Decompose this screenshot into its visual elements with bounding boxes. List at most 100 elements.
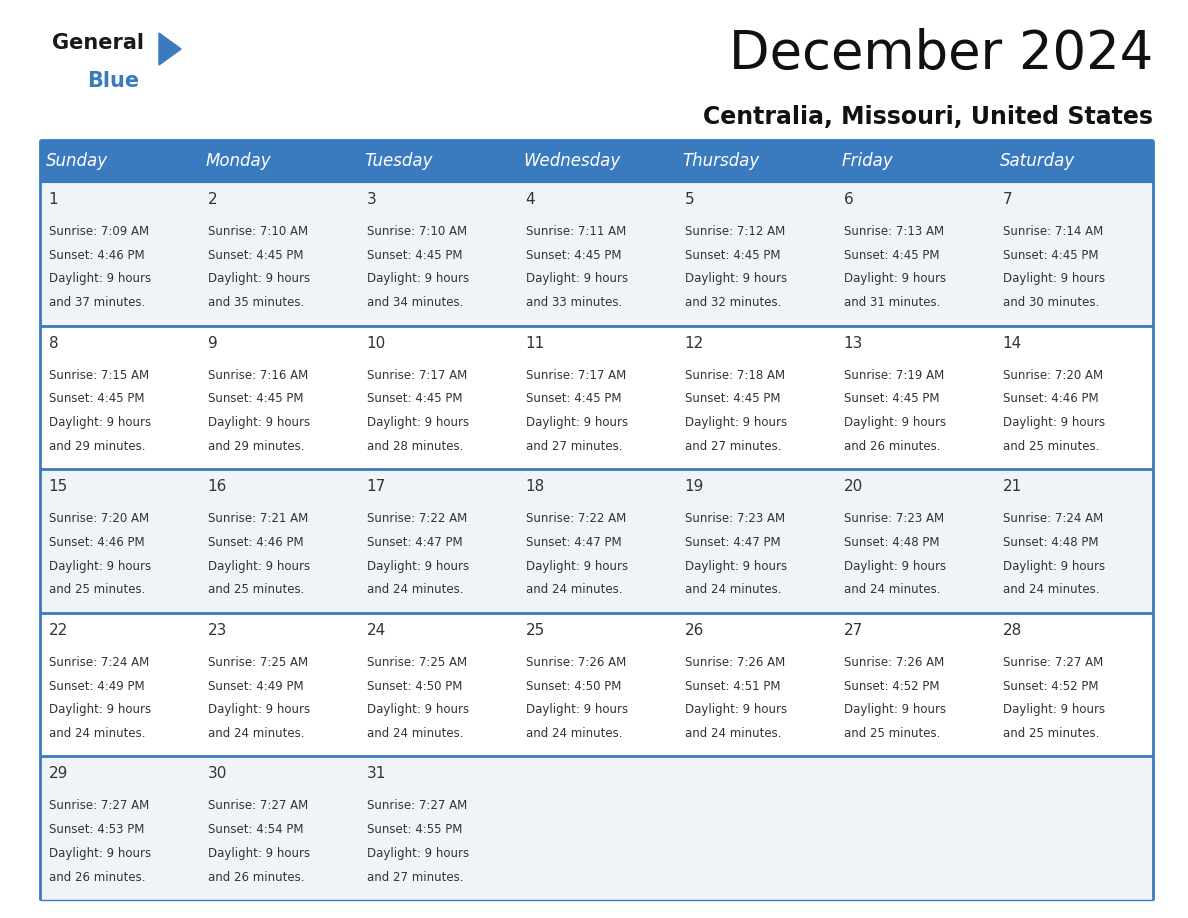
Text: 28: 28: [1003, 622, 1022, 638]
Text: Sunset: 4:50 PM: Sunset: 4:50 PM: [367, 679, 462, 692]
Text: Sunset: 4:48 PM: Sunset: 4:48 PM: [843, 536, 940, 549]
Text: and 32 minutes.: and 32 minutes.: [684, 297, 782, 309]
Text: and 29 minutes.: and 29 minutes.: [208, 440, 304, 453]
Bar: [358, 469, 517, 613]
Text: 27: 27: [843, 622, 862, 638]
Text: Sunset: 4:49 PM: Sunset: 4:49 PM: [208, 679, 303, 692]
Text: Sunset: 4:45 PM: Sunset: 4:45 PM: [526, 392, 621, 406]
Text: 1: 1: [49, 192, 58, 207]
Text: Sunset: 4:45 PM: Sunset: 4:45 PM: [49, 392, 144, 406]
Text: and 34 minutes.: and 34 minutes.: [367, 297, 463, 309]
Text: Sunrise: 7:23 AM: Sunrise: 7:23 AM: [843, 512, 944, 525]
Bar: [835, 326, 994, 469]
Text: 10: 10: [367, 336, 386, 351]
Text: Sunrise: 7:27 AM: Sunrise: 7:27 AM: [208, 800, 308, 812]
Text: 2: 2: [208, 192, 217, 207]
Text: Daylight: 9 hours: Daylight: 9 hours: [684, 273, 786, 285]
Text: and 26 minutes.: and 26 minutes.: [843, 440, 940, 453]
Text: Sunset: 4:45 PM: Sunset: 4:45 PM: [208, 249, 303, 262]
Bar: [676, 469, 835, 613]
Text: Daylight: 9 hours: Daylight: 9 hours: [1003, 273, 1105, 285]
Bar: [517, 756, 676, 900]
Text: and 24 minutes.: and 24 minutes.: [367, 727, 463, 740]
Text: 17: 17: [367, 479, 386, 494]
Text: 11: 11: [526, 336, 545, 351]
Text: Sunday: Sunday: [46, 152, 108, 170]
Text: Sunset: 4:51 PM: Sunset: 4:51 PM: [684, 679, 781, 692]
Text: Daylight: 9 hours: Daylight: 9 hours: [208, 560, 310, 573]
Text: Daylight: 9 hours: Daylight: 9 hours: [49, 273, 151, 285]
Text: Saturday: Saturday: [1000, 152, 1075, 170]
Text: Tuesday: Tuesday: [365, 152, 432, 170]
Text: and 24 minutes.: and 24 minutes.: [367, 583, 463, 597]
Bar: [994, 326, 1154, 469]
Text: Daylight: 9 hours: Daylight: 9 hours: [367, 847, 469, 860]
Text: Daylight: 9 hours: Daylight: 9 hours: [1003, 416, 1105, 429]
Text: and 24 minutes.: and 24 minutes.: [684, 583, 782, 597]
Text: Daylight: 9 hours: Daylight: 9 hours: [49, 703, 151, 716]
Text: Monday: Monday: [206, 152, 271, 170]
Text: 5: 5: [684, 192, 694, 207]
Bar: [835, 469, 994, 613]
Text: Daylight: 9 hours: Daylight: 9 hours: [49, 416, 151, 429]
Bar: [200, 469, 358, 613]
Text: Daylight: 9 hours: Daylight: 9 hours: [843, 273, 946, 285]
Text: Sunset: 4:55 PM: Sunset: 4:55 PM: [367, 823, 462, 836]
Bar: [200, 326, 358, 469]
Text: and 24 minutes.: and 24 minutes.: [526, 583, 623, 597]
Text: Sunrise: 7:10 AM: Sunrise: 7:10 AM: [367, 225, 467, 238]
Bar: [676, 613, 835, 756]
Bar: [517, 326, 676, 469]
Text: Sunrise: 7:20 AM: Sunrise: 7:20 AM: [49, 512, 148, 525]
Text: Sunrise: 7:21 AM: Sunrise: 7:21 AM: [208, 512, 308, 525]
Text: and 24 minutes.: and 24 minutes.: [49, 727, 145, 740]
Text: 6: 6: [843, 192, 853, 207]
Text: Thursday: Thursday: [682, 152, 759, 170]
Bar: [200, 613, 358, 756]
Text: 15: 15: [49, 479, 68, 494]
Text: Sunset: 4:47 PM: Sunset: 4:47 PM: [684, 536, 781, 549]
Bar: [200, 140, 358, 182]
Text: Daylight: 9 hours: Daylight: 9 hours: [684, 560, 786, 573]
Text: Sunrise: 7:19 AM: Sunrise: 7:19 AM: [843, 369, 944, 382]
Text: Blue: Blue: [87, 71, 139, 91]
Text: 20: 20: [843, 479, 862, 494]
Bar: [517, 469, 676, 613]
Text: Sunrise: 7:25 AM: Sunrise: 7:25 AM: [367, 655, 467, 669]
Text: and 28 minutes.: and 28 minutes.: [367, 440, 463, 453]
Text: and 31 minutes.: and 31 minutes.: [843, 297, 940, 309]
Text: 3: 3: [367, 192, 377, 207]
Text: Sunset: 4:53 PM: Sunset: 4:53 PM: [49, 823, 144, 836]
Text: Sunset: 4:47 PM: Sunset: 4:47 PM: [526, 536, 621, 549]
Text: 26: 26: [684, 622, 704, 638]
Bar: [835, 756, 994, 900]
Bar: [835, 613, 994, 756]
Text: and 24 minutes.: and 24 minutes.: [1003, 583, 1099, 597]
Text: Sunset: 4:45 PM: Sunset: 4:45 PM: [208, 392, 303, 406]
Text: Sunrise: 7:26 AM: Sunrise: 7:26 AM: [843, 655, 944, 669]
Text: Sunrise: 7:13 AM: Sunrise: 7:13 AM: [843, 225, 944, 238]
Text: Sunset: 4:45 PM: Sunset: 4:45 PM: [843, 392, 940, 406]
Bar: [40, 469, 200, 613]
Bar: [358, 140, 517, 182]
Text: and 37 minutes.: and 37 minutes.: [49, 297, 145, 309]
Text: Daylight: 9 hours: Daylight: 9 hours: [526, 560, 628, 573]
Text: Daylight: 9 hours: Daylight: 9 hours: [843, 560, 946, 573]
Bar: [517, 182, 676, 326]
Bar: [994, 140, 1154, 182]
Bar: [676, 182, 835, 326]
Text: and 29 minutes.: and 29 minutes.: [49, 440, 145, 453]
Text: Sunset: 4:46 PM: Sunset: 4:46 PM: [208, 536, 303, 549]
Text: 30: 30: [208, 767, 227, 781]
Text: Daylight: 9 hours: Daylight: 9 hours: [526, 273, 628, 285]
Text: 25: 25: [526, 622, 545, 638]
Text: 14: 14: [1003, 336, 1022, 351]
Text: Daylight: 9 hours: Daylight: 9 hours: [1003, 560, 1105, 573]
Text: Sunset: 4:46 PM: Sunset: 4:46 PM: [1003, 392, 1099, 406]
Bar: [517, 140, 676, 182]
Text: Daylight: 9 hours: Daylight: 9 hours: [208, 847, 310, 860]
Text: 22: 22: [49, 622, 68, 638]
Bar: [994, 756, 1154, 900]
Bar: [200, 182, 358, 326]
Text: 18: 18: [526, 479, 545, 494]
